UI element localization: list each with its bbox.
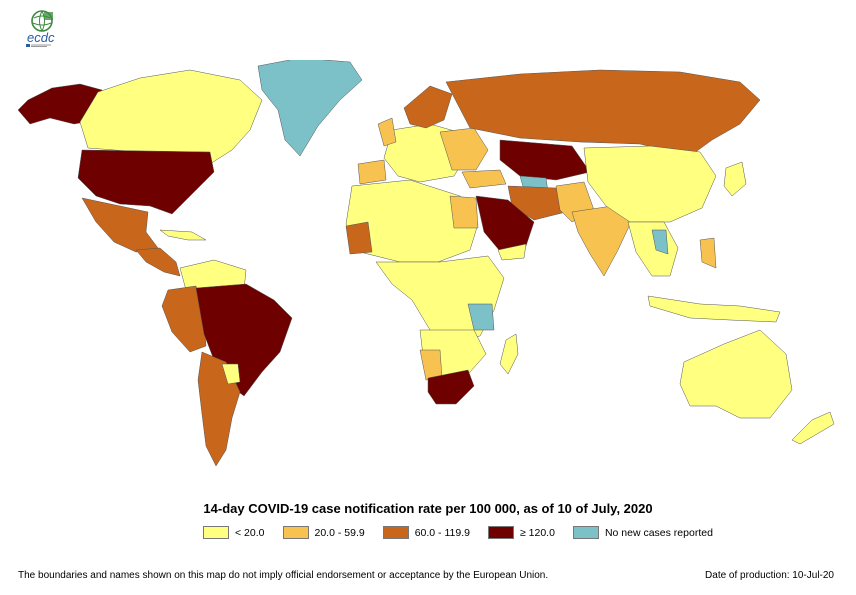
region-mexico	[81, 197, 159, 253]
region-japan	[723, 161, 747, 197]
legend-item-20-59: 20.0 - 59.9	[282, 526, 365, 539]
region-south-africa	[427, 369, 475, 405]
legend-item-gte-120: ≥ 120.0	[487, 526, 555, 539]
region-new-zealand	[791, 411, 835, 445]
region-arabia	[475, 195, 535, 257]
region-tanzania	[467, 303, 495, 331]
legend-label: 20.0 - 59.9	[314, 526, 365, 539]
region-scandinavia	[403, 85, 453, 129]
disclaimer-text: The boundaries and names shown on this m…	[18, 570, 549, 581]
legend-swatch	[572, 526, 599, 539]
region-china	[583, 145, 717, 223]
region-iberia	[357, 159, 387, 185]
region-laos	[651, 229, 669, 255]
region-philippines	[699, 237, 717, 269]
map-title: 14-day COVID-19 case notification rate p…	[203, 501, 653, 516]
region-australia	[679, 329, 793, 419]
legend-label: 60.0 - 119.9	[414, 526, 470, 539]
region-paraguay	[221, 363, 241, 385]
production-date: Date of production: 10-Jul-20	[705, 570, 834, 581]
region-eastern-europe	[439, 127, 489, 171]
region-turkey	[461, 169, 507, 189]
legend-swatch	[487, 526, 514, 539]
legend-label: < 20.0	[235, 526, 265, 539]
legend-item-lt-20: < 20.0	[203, 526, 265, 539]
legend-label: ≥ 120.0	[519, 526, 555, 539]
region-uk	[377, 117, 397, 147]
region-greenland	[257, 60, 363, 157]
region-kazakhstan	[499, 139, 591, 181]
legend-swatch	[382, 526, 409, 539]
ecdc-logo: ecdc	[26, 10, 55, 47]
region-caribbean	[159, 229, 207, 241]
legend-swatch	[282, 526, 309, 539]
region-indonesia	[647, 295, 781, 323]
region-usa	[77, 149, 215, 215]
map-legend: < 20.0 20.0 - 59.9 60.0 - 119.9 ≥ 120.0 …	[203, 526, 731, 539]
region-russia	[445, 69, 761, 157]
world-map	[17, 60, 835, 467]
region-egypt	[449, 195, 479, 229]
legend-item-no-new-cases: No new cases reported	[572, 526, 713, 539]
region-central-america	[135, 247, 181, 277]
logo-text: ecdc	[27, 30, 55, 45]
region-madagascar	[499, 333, 519, 375]
legend-swatch	[203, 526, 229, 539]
legend-label: No new cases reported	[604, 526, 713, 539]
region-yemen	[497, 243, 527, 261]
region-mauritania	[345, 221, 373, 255]
legend-item-60-119: 60.0 - 119.9	[382, 526, 470, 539]
region-namibia	[419, 349, 443, 381]
region-canada	[79, 69, 263, 165]
